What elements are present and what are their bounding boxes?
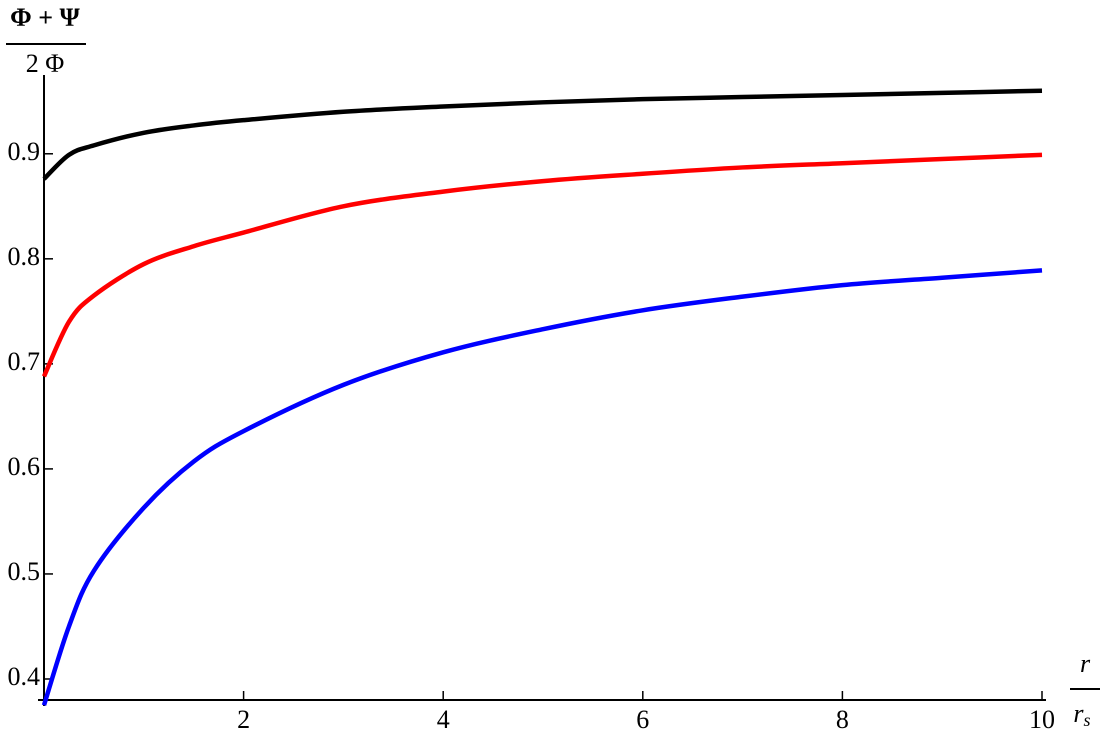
y-label-numerator: Φ + Ψ: [10, 3, 80, 32]
y-tick-label: 0.6: [8, 452, 41, 481]
x-label-numerator: r: [1080, 649, 1091, 678]
x-tick-label: 6: [636, 705, 649, 734]
y-label-denominator: 2 Φ: [26, 49, 65, 78]
x-tick-label: 8: [836, 705, 849, 734]
y-tick-label: 0.8: [8, 242, 41, 271]
x-tick-label: 10: [1029, 705, 1055, 734]
y-tick-label: 0.9: [8, 137, 41, 166]
x-label-denominator: rs: [1073, 699, 1090, 730]
x-tick-label: 2: [237, 705, 250, 734]
x-label-denominator-base: r: [1073, 699, 1084, 728]
y-tick-label: 0.7: [8, 347, 41, 376]
y-tick-label: 0.4: [8, 662, 41, 691]
series-line: [42, 88, 1043, 181]
x-tick-label: 4: [437, 705, 450, 734]
series-line: [41, 268, 1043, 706]
series-line: [41, 152, 1043, 378]
y-tick-label: 0.5: [8, 557, 41, 586]
x-label-subscript: s: [1084, 710, 1091, 730]
